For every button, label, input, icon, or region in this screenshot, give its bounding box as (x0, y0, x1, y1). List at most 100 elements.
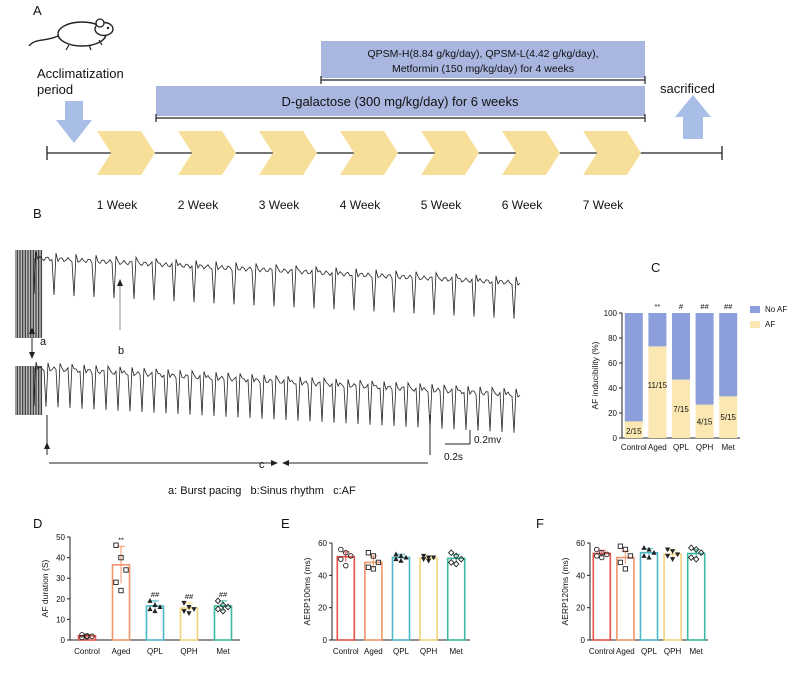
week-labels: 1 Week 2 Week 3 Week 4 Week 5 Week 6 Week 7 We… (97, 198, 624, 212)
data-point (687, 544, 695, 552)
galactose-label: D-galactose (300 mg/kg/day) for 6 weeks (282, 94, 519, 109)
data-point (365, 564, 372, 570)
data-point (403, 554, 409, 560)
data-point (594, 546, 600, 553)
data-point (617, 543, 624, 549)
data-point (152, 608, 158, 614)
data-point (348, 553, 354, 559)
data-point (692, 555, 700, 563)
data-point (675, 552, 681, 558)
data-point (214, 597, 222, 605)
bar-no-af (672, 313, 690, 380)
y-tick-label: 50 (56, 533, 65, 542)
week-label: 2 Week (178, 198, 219, 212)
burst-pacing-trace (15, 366, 43, 415)
significance-mark: ## (700, 302, 709, 311)
bar-data-label: 11/15 (648, 381, 668, 390)
scale-t-label: 0.2s (444, 452, 463, 463)
acclimatization-line2: period (37, 82, 73, 97)
x-tick-label: QPL (641, 647, 658, 656)
marker-c: c (259, 459, 265, 471)
significance-mark: ** (118, 535, 124, 544)
data-point (370, 553, 377, 559)
significance-mark: ## (724, 302, 733, 311)
ecg-legend: a: Burst pacing b:Sinus rhythm c:AF (168, 485, 356, 497)
y-tick-label: 0 (61, 636, 66, 645)
bar (419, 557, 438, 641)
x-tick-label: Met (690, 647, 704, 656)
data-point (191, 607, 197, 612)
data-point (617, 559, 624, 566)
y-tick-label: 60 (608, 359, 617, 368)
treatment-line1: QPSM-H(8.84 g/kg/day), QPSM-L(4.42 g/kg/… (367, 48, 598, 60)
af-trace (33, 361, 521, 433)
data-point (692, 546, 700, 553)
significance-mark: ** (654, 302, 660, 311)
bar (639, 551, 659, 641)
bar (686, 552, 706, 641)
y-axis-label: AF duration (S) (40, 560, 50, 618)
data-point (447, 558, 455, 566)
significance-mark: ## (151, 590, 160, 599)
data-point (113, 579, 119, 585)
bar-af (719, 396, 738, 438)
bar-data-label: 5/15 (720, 413, 736, 422)
bar-no-af (719, 313, 738, 397)
chart-c: 0 20 40 60 80 100 AF inducibility (%) 2/15 Contr… (590, 302, 787, 452)
data-point (670, 557, 676, 562)
up-arrow-icon (675, 95, 711, 139)
panel-label-b: B (33, 206, 42, 221)
significance-mark: # (679, 302, 684, 311)
x-tick-label: Met (722, 443, 736, 452)
data-point (118, 587, 124, 594)
treatment-line2: Metformin (150 mg/kg/day) for 4 weeks (392, 63, 574, 75)
legend-swatch (750, 306, 760, 313)
bar-data-label: 7/15 (673, 405, 689, 414)
y-axis-label: AERP120ms (ms) (560, 557, 570, 625)
chart-d: 0 10 20 30 40 50 AF duration (S) Control ** Aged #… (40, 533, 240, 656)
data-point (79, 632, 85, 638)
data-point (627, 553, 634, 559)
data-point (147, 598, 153, 603)
data-point (452, 560, 460, 568)
data-point (343, 562, 349, 569)
data-point (447, 549, 455, 557)
data-point (147, 606, 153, 612)
data-point (224, 603, 232, 611)
x-tick-label: Control (621, 443, 647, 452)
data-point (343, 549, 349, 556)
data-point (398, 557, 404, 563)
y-tick-label: 20 (56, 595, 65, 604)
x-tick-label: QPL (147, 647, 164, 656)
bar-no-af (648, 313, 667, 347)
week-chevron (583, 131, 641, 175)
data-point (123, 567, 129, 573)
panel-label-f: F (536, 516, 544, 531)
bar (446, 557, 466, 641)
data-point (375, 559, 382, 566)
x-tick-label: QPH (180, 647, 198, 656)
bar-af (648, 346, 667, 438)
x-tick-label: Aged (616, 647, 635, 656)
x-tick-label: Met (216, 647, 230, 656)
data-point (670, 549, 676, 554)
data-point (641, 553, 647, 558)
x-tick-label: Aged (364, 647, 383, 656)
week-label: 6 Week (502, 198, 543, 212)
y-tick-label: 20 (576, 604, 585, 613)
bar-data-label: 2/15 (626, 427, 642, 436)
x-tick-label: Met (450, 647, 464, 656)
bar (336, 555, 356, 641)
galactose-band (156, 86, 645, 116)
marker-b: b (118, 345, 124, 357)
x-tick-label: QPL (393, 647, 410, 656)
ecg-traces (15, 250, 521, 433)
data-point (84, 634, 90, 640)
x-tick-label: QPH (420, 647, 438, 656)
scale-v-label: 0.2mv (474, 435, 501, 446)
data-point (214, 605, 222, 613)
panel-label-a: A (33, 3, 42, 18)
data-point (421, 553, 427, 559)
y-axis-label: AF inducibility (%) (590, 341, 600, 409)
y-tick-label: 20 (608, 409, 617, 418)
